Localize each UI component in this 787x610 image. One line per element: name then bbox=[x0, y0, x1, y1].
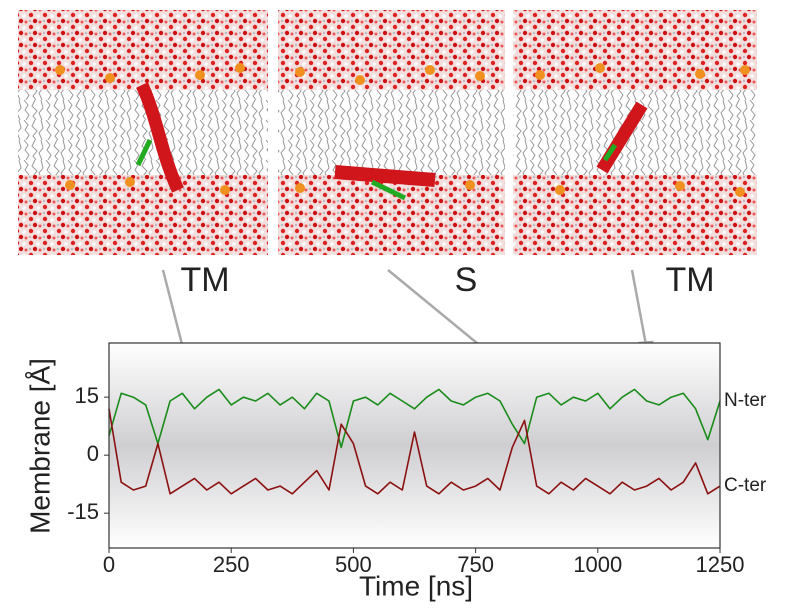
y-tick-label: 15 bbox=[75, 383, 99, 408]
x-tick-label: 500 bbox=[335, 552, 372, 577]
snapshot-panel bbox=[18, 10, 268, 255]
x-axis-label: Time [ns] bbox=[359, 570, 473, 601]
panel-label: TM bbox=[665, 261, 714, 299]
y-axis-label: Membrane [Å] bbox=[24, 358, 55, 534]
series-line bbox=[108, 408, 721, 495]
series-label: C-ter bbox=[724, 475, 767, 496]
plot-frame bbox=[108, 342, 721, 549]
panel-label: S bbox=[455, 261, 478, 299]
membrane-band bbox=[109, 343, 720, 548]
snapshots bbox=[18, 10, 757, 255]
phosphate-beads bbox=[55, 63, 750, 197]
x-tick-label: 1250 bbox=[696, 552, 745, 577]
series-label: N-ter bbox=[724, 390, 767, 411]
snapshot-panel bbox=[278, 10, 505, 255]
x-tick-label: 0 bbox=[103, 552, 115, 577]
snapshot-panel bbox=[513, 10, 757, 255]
y-tick-label: -15 bbox=[67, 499, 99, 524]
panel-label: TM bbox=[180, 261, 229, 299]
plot bbox=[108, 388, 721, 495]
x-tick-label: 1000 bbox=[573, 552, 622, 577]
x-tick-label: 250 bbox=[213, 552, 250, 577]
x-tick-label: 750 bbox=[457, 552, 494, 577]
y-tick-label: 0 bbox=[87, 441, 99, 466]
series-line bbox=[108, 388, 721, 449]
